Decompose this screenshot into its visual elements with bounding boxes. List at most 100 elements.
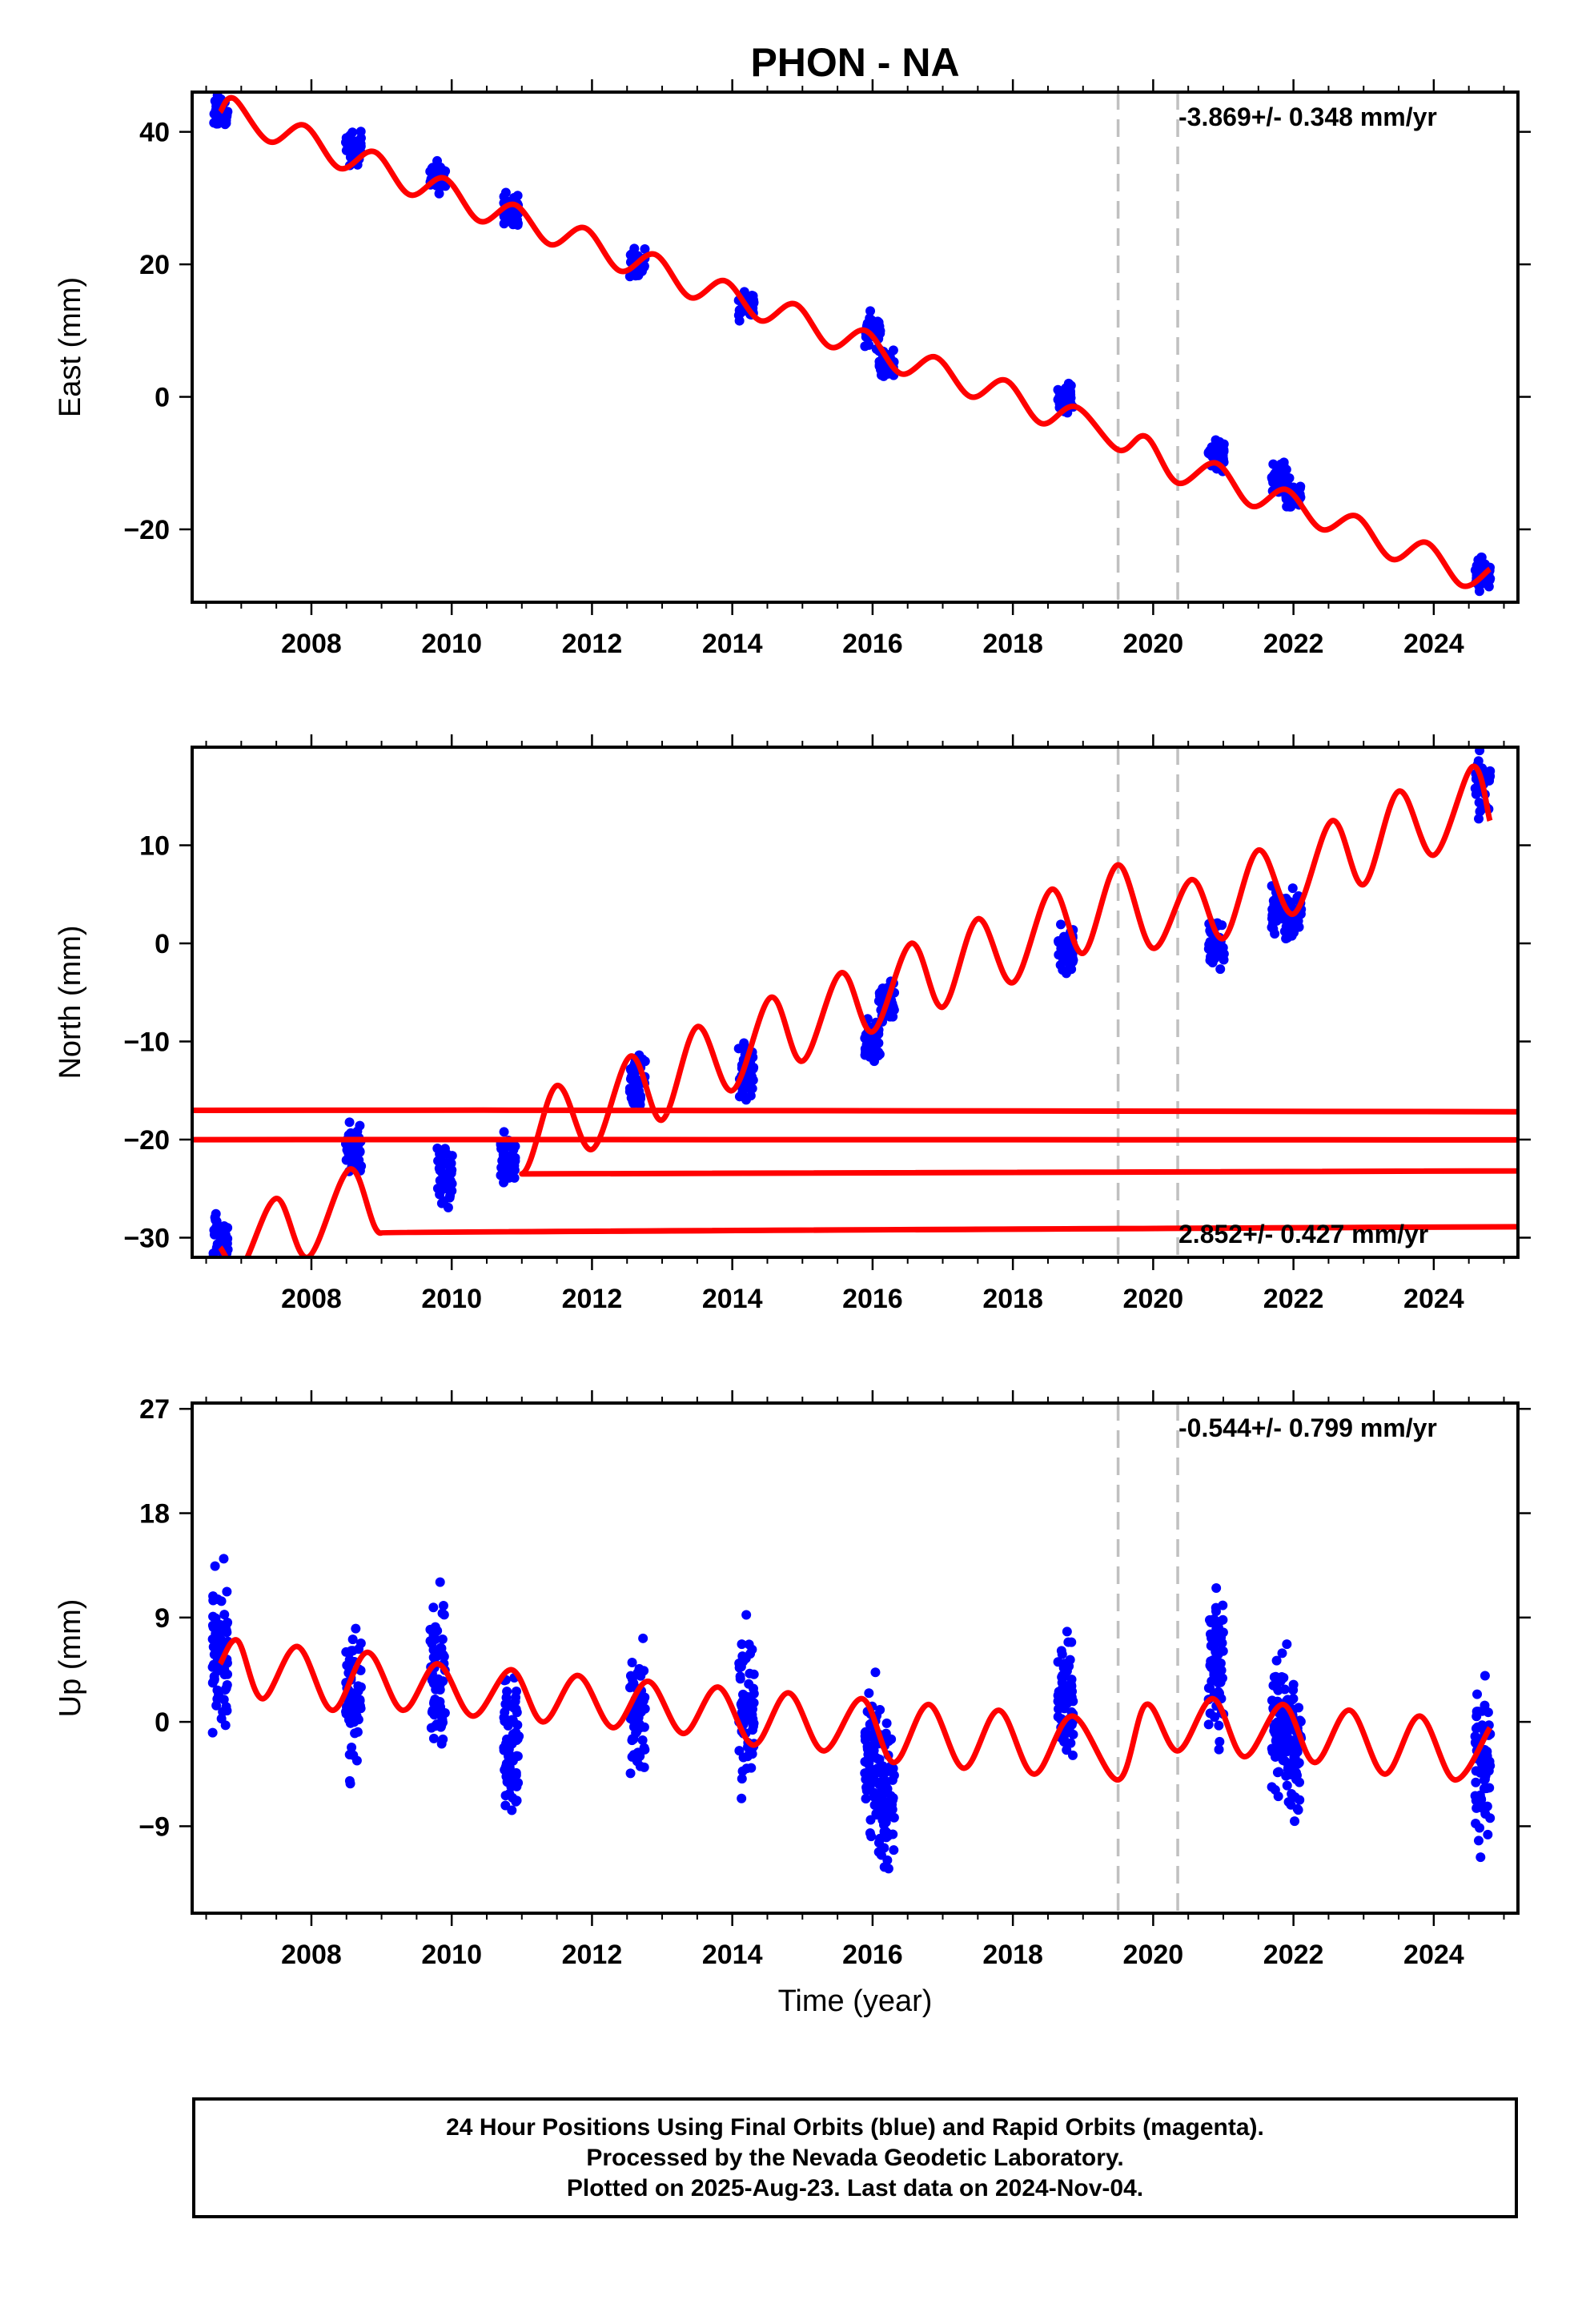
up-data-point (860, 1735, 870, 1745)
north-data-point (737, 1087, 748, 1097)
footer-line-orbits: 24 Hour Positions Using Final Orbits (bl… (446, 2113, 1264, 2141)
up-x-tick-label: 2022 (1263, 1940, 1324, 1970)
north-y-tick-label: −20 (123, 1125, 170, 1156)
up-data-point (625, 1768, 636, 1779)
east-data-point (877, 364, 887, 374)
up-data-point (500, 1707, 510, 1718)
up-data-point (1066, 1681, 1077, 1691)
up-x-tick-label: 2012 (562, 1940, 623, 1970)
up-data-point (211, 1613, 221, 1623)
up-data-point (222, 1586, 232, 1597)
up-data-point (1215, 1677, 1225, 1687)
north-x-tick-label: 2022 (1263, 1284, 1324, 1314)
figure-title: PHON - NA (750, 40, 959, 85)
north-data-point (1485, 771, 1496, 782)
up-data-point (438, 1600, 448, 1610)
up-data-point (1270, 1785, 1280, 1795)
east-x-tick-label: 2014 (702, 629, 763, 659)
up-data-point (1277, 1751, 1287, 1761)
up-data-point (1217, 1638, 1227, 1648)
up-data-point (347, 1742, 357, 1752)
up-data-point (216, 1596, 227, 1606)
up-data-point (1063, 1637, 1074, 1647)
east-data-point (1053, 384, 1063, 395)
up-data-point (1282, 1639, 1292, 1650)
up-data-point (1484, 1761, 1494, 1771)
north-data-point (436, 1152, 446, 1163)
north-data-point (432, 1144, 443, 1154)
up-data-point (500, 1791, 511, 1801)
north-data-point (1055, 919, 1066, 930)
up-data-point (1284, 1741, 1295, 1751)
up-data-point (506, 1733, 516, 1743)
north-data-point (862, 1014, 873, 1024)
up-data-point (740, 1713, 750, 1723)
up-data-point (1275, 1676, 1286, 1687)
up-data-point (1289, 1752, 1299, 1763)
footer-line-processed: Processed by the Nevada Geodetic Laborat… (586, 2144, 1124, 2171)
east-data-point (860, 341, 870, 352)
north-data-point (222, 1238, 232, 1248)
north-data-point (496, 1138, 506, 1148)
east-x-tick-label: 2022 (1263, 629, 1324, 659)
north-data-point (1058, 931, 1069, 942)
east-data-point (640, 244, 650, 255)
east-y-axis-label: East (mm) (54, 277, 87, 417)
east-data-point (1054, 392, 1065, 402)
east-data-point (1054, 399, 1065, 409)
north-data-point (440, 1159, 451, 1169)
up-data-point (870, 1667, 881, 1678)
up-data-point (219, 1554, 229, 1564)
up-model-curve (217, 1637, 1493, 1783)
east-data-point (1211, 435, 1221, 445)
up-data-point (861, 1793, 871, 1803)
up-data-point (1272, 1767, 1283, 1778)
north-y-tick-label: −30 (123, 1224, 170, 1254)
up-data-point (207, 1727, 218, 1738)
up-data-point (1287, 1788, 1297, 1799)
up-data-point (877, 1782, 887, 1792)
up-data-point (1053, 1691, 1063, 1701)
east-plot-area (209, 92, 1496, 602)
east-data-point (347, 135, 357, 145)
up-data-point (215, 1629, 225, 1639)
east-data-point (1213, 444, 1223, 454)
north-data-point (865, 1051, 875, 1062)
north-data-point (1475, 747, 1485, 756)
up-data-point (749, 1669, 759, 1679)
up-data-point (737, 1793, 747, 1803)
up-data-point (504, 1763, 515, 1773)
north-rate-label: 2.852+/- 0.427 mm/yr (1178, 1220, 1428, 1248)
up-data-point (1208, 1642, 1219, 1652)
north-data-point (741, 1095, 751, 1105)
up-data-point (1475, 1794, 1485, 1804)
up-data-point (1066, 1719, 1077, 1730)
north-model-curve (0, 766, 1582, 1269)
up-data-point (428, 1733, 439, 1743)
north-data-point (745, 1084, 755, 1094)
up-data-point (355, 1682, 366, 1692)
up-data-point (1479, 1783, 1489, 1794)
north-data-point (446, 1168, 456, 1179)
up-data-point (1484, 1720, 1494, 1731)
north-data-point (497, 1163, 508, 1173)
up-data-point (1279, 1684, 1290, 1695)
east-frame (191, 90, 1520, 604)
up-y-tick-label: 0 (155, 1707, 170, 1738)
up-data-point (436, 1702, 446, 1712)
up-data-point (1065, 1655, 1075, 1665)
up-data-point (734, 1658, 745, 1668)
up-data-point (208, 1622, 219, 1633)
north-data-point (1271, 900, 1281, 911)
up-data-point (628, 1750, 639, 1760)
up-data-point (1066, 1738, 1076, 1748)
up-data-point (874, 1754, 885, 1764)
up-data-point (882, 1855, 893, 1865)
up-data-point (875, 1705, 885, 1715)
up-data-point (734, 1746, 745, 1756)
up-data-point (1068, 1696, 1078, 1707)
east-data-point (222, 109, 232, 119)
up-data-point (430, 1676, 440, 1687)
up-y-tick-label: 18 (139, 1499, 170, 1530)
north-x-tick-label: 2018 (982, 1284, 1043, 1314)
